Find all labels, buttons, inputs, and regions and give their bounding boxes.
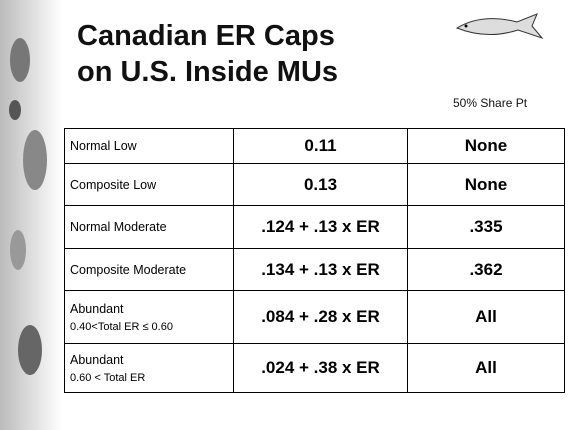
cap-cell: 0.13: [234, 164, 408, 206]
share-cell: .362: [408, 249, 565, 291]
row-label: Composite Low: [70, 178, 156, 192]
table-row: Composite Moderate .134 + .13 x ER.362: [65, 249, 565, 291]
row-label-cell: Normal Moderate: [65, 206, 234, 249]
row-label: Abundant: [70, 353, 124, 367]
cap-cell: .084 + .28 x ER: [234, 291, 408, 344]
row-label-cell: Composite Low: [65, 164, 234, 206]
share-cell: All: [408, 344, 565, 393]
column-note: 50% Share Pt: [453, 96, 527, 110]
row-label: Normal Low: [70, 139, 137, 153]
decorative-stripe: [0, 0, 62, 430]
share-cell: None: [408, 129, 565, 164]
row-sublabel: 0.40<Total ER ≤ 0.60: [70, 321, 228, 333]
cap-cell: .134 + .13 x ER: [234, 249, 408, 291]
share-cell: None: [408, 164, 565, 206]
row-label-cell: Composite Moderate: [65, 249, 234, 291]
title: Canadian ER Caps on U.S. Inside MUs: [77, 18, 338, 90]
row-label: Composite Moderate: [70, 263, 186, 277]
row-label-cell: Normal Low: [65, 129, 234, 164]
title-line: Canadian ER Caps: [77, 18, 338, 54]
cap-cell: .024 + .38 x ER: [234, 344, 408, 393]
cap-cell: .124 + .13 x ER: [234, 206, 408, 249]
slide: Canadian ER Caps on U.S. Inside MUs 50% …: [0, 0, 573, 430]
cap-cell: 0.11: [234, 129, 408, 164]
row-label-cell: Abundant 0.60 < Total ER: [65, 344, 234, 393]
table-row: Abundant 0.40<Total ER ≤ 0.60 .084 + .28 x…: [65, 291, 565, 344]
row-label-cell: Abundant 0.40<Total ER ≤ 0.60: [65, 291, 234, 344]
table-row: Normal Moderate .124 + .13 x ER.335: [65, 206, 565, 249]
row-label: Normal Moderate: [70, 220, 167, 234]
fish-icon: [452, 8, 547, 43]
row-label: Abundant: [70, 302, 124, 316]
share-cell: All: [408, 291, 565, 344]
row-sublabel: 0.60 < Total ER: [70, 372, 228, 384]
share-cell: .335: [408, 206, 565, 249]
title-line: on U.S. Inside MUs: [77, 54, 338, 90]
